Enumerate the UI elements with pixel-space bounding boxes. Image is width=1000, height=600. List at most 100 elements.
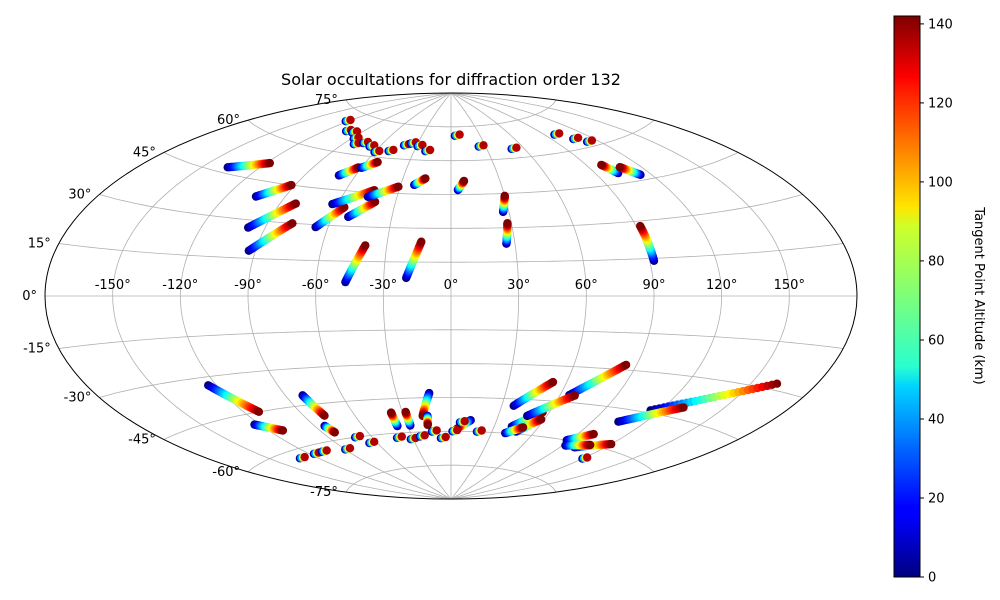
occultation-point <box>597 160 606 170</box>
occultation-point <box>425 145 435 155</box>
lat-tick-label: 45° <box>133 146 156 161</box>
occultation-track <box>328 186 379 209</box>
colorbar-tick-label: 80 <box>928 254 945 269</box>
lon-tick-label: -90° <box>234 278 262 293</box>
occultation-point <box>394 182 403 191</box>
occultation-point <box>459 176 469 186</box>
occultation-track <box>250 420 288 435</box>
occultation-point <box>621 360 631 370</box>
occultation-point <box>300 452 309 462</box>
latitude-tick-labels: 75° 60° 45° 30° 15° 0° -15° -30° -45° -60° -75° <box>22 93 338 500</box>
lat-tick-label: -75° <box>310 485 338 500</box>
occultation-point <box>386 408 396 417</box>
occultation-cluster <box>578 453 592 463</box>
occultation-track <box>418 388 434 421</box>
occultation-points <box>204 115 782 463</box>
colorbar-gradient <box>893 15 921 578</box>
occultation-point <box>477 426 486 435</box>
occultation-track <box>402 237 426 283</box>
occultation-cluster <box>550 129 564 139</box>
occultation-point <box>265 158 274 168</box>
occultation-point <box>503 219 512 228</box>
occultation-point <box>389 145 398 155</box>
occultation-point <box>586 440 595 450</box>
parallel-gridline <box>99 194 803 229</box>
colorbar-tick-label: 60 <box>928 334 945 349</box>
occultation-cluster <box>448 425 462 436</box>
occultation-point <box>370 197 380 206</box>
lat-tick-label: 60° <box>217 113 240 128</box>
chart-title: Solar occultations for diffraction order… <box>281 70 621 89</box>
occultation-track <box>244 219 297 255</box>
occultation-point <box>370 437 379 446</box>
occultation-track <box>223 158 274 172</box>
occultation-track <box>298 391 329 420</box>
longitude-tick-labels: -150° -120° -90° -60° -30° 0° 30° 60° 90° 120° 150… <box>95 278 805 293</box>
occultation-point <box>479 141 488 150</box>
occultation-track <box>498 191 509 217</box>
parallel-gridline <box>247 119 655 162</box>
occultation-cluster <box>455 417 469 427</box>
occultation-point <box>460 417 469 426</box>
occultation-cluster <box>569 133 583 144</box>
occultation-point <box>636 221 645 231</box>
occultation-point <box>254 407 264 416</box>
occultation-point <box>355 431 365 441</box>
parallel-gridline <box>163 152 739 195</box>
occultation-track <box>502 219 512 248</box>
colorbar-tick-label: 0 <box>928 571 936 586</box>
occultation-point <box>361 241 370 250</box>
occultation-point <box>583 453 592 462</box>
occultation-point <box>420 431 429 440</box>
parallel-gridline <box>345 99 557 128</box>
occultation-track <box>453 176 469 195</box>
occultation-point <box>401 407 410 417</box>
occultation-point <box>570 391 579 400</box>
occultation-point <box>287 180 296 190</box>
occultation-track <box>565 360 631 400</box>
occultation-cluster <box>427 426 441 436</box>
occultation-point <box>432 426 441 435</box>
occultation-cluster <box>582 136 597 146</box>
lon-tick-label: 30° <box>507 278 530 293</box>
occultation-track <box>523 391 579 421</box>
occultation-cluster <box>384 145 398 156</box>
occultation-point <box>537 415 546 424</box>
occultation-point <box>320 411 329 420</box>
occultation-cluster <box>472 426 486 436</box>
lat-tick-label: -60° <box>212 465 240 480</box>
occultation-point <box>679 403 688 412</box>
occultation-track <box>636 221 659 265</box>
occultation-point <box>589 429 598 439</box>
occultation-cluster <box>507 143 521 154</box>
occultation-cluster <box>349 138 363 149</box>
occultation-point <box>423 420 432 430</box>
lat-tick-label: -45° <box>128 433 156 448</box>
parallel-gridline <box>58 243 844 263</box>
occultation-cluster <box>450 130 464 140</box>
occultation-track <box>357 157 382 172</box>
occultation-point <box>518 423 528 432</box>
occultation-cluster <box>317 446 331 456</box>
lon-tick-label: -30° <box>369 278 397 293</box>
lon-tick-label: 120° <box>706 278 737 293</box>
occultation-track <box>615 163 645 179</box>
lat-tick-label: -30° <box>64 391 92 406</box>
occultation-track <box>251 180 296 201</box>
occultation-point <box>345 444 355 453</box>
occultation-track <box>244 199 300 232</box>
occultation-cluster <box>350 431 365 442</box>
colorbar-tick-label: 20 <box>928 492 945 507</box>
occultation-cluster <box>341 444 355 454</box>
colorbar-label: Tangent Point Altitude (km) <box>971 206 986 384</box>
occultation-track <box>561 440 595 450</box>
occultation-point <box>330 428 339 437</box>
occultation-track <box>401 407 415 430</box>
lat-tick-label: 0° <box>22 289 37 304</box>
colorbar: 0 20 40 60 80 100 120 140 Tangent Point Altitud… <box>893 15 986 586</box>
occultation-point <box>441 432 450 442</box>
occultation-track <box>410 174 430 190</box>
occultation-track <box>334 163 363 180</box>
occultation-track <box>614 403 688 426</box>
